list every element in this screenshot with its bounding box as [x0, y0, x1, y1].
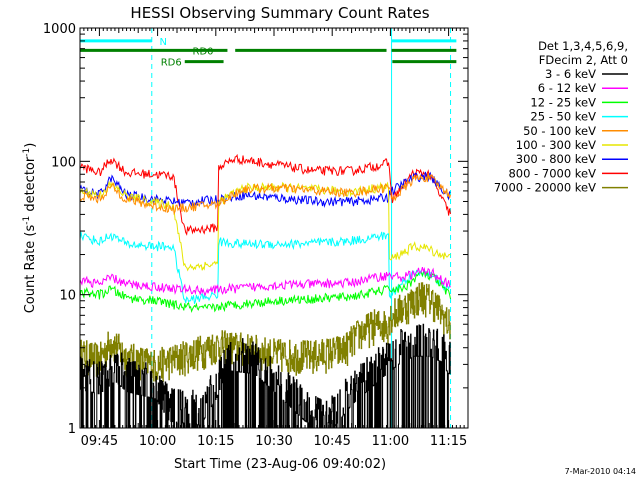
legend-label-1: 3 - 6 keV	[545, 67, 596, 81]
legend-label-7: 300 - 800 keV	[516, 152, 596, 166]
y-tick-label-2: 10	[59, 289, 76, 304]
flag-label-rd6: RD6	[161, 58, 182, 69]
flag-label-n: N	[160, 37, 167, 48]
y-tick-label-3: 100	[51, 155, 76, 170]
legend-label-6: 100 - 300 keV	[516, 138, 596, 152]
y-axis-title-sup1: -1	[22, 216, 32, 225]
x-tick-label-7: 11:15	[430, 434, 467, 449]
axes-ticks: 09:45 10:00 10:15 10:30 10:45 11:00 11:15 1 10 10…	[43, 22, 469, 449]
y-axis-title: Count Rate (s-1 detector-1)	[22, 143, 38, 314]
legend-label-3: 12 - 25 keV	[530, 95, 596, 109]
series-line-8	[79, 153, 451, 236]
series-line-5	[79, 172, 451, 216]
x-tick-label-5: 10:45	[313, 434, 350, 449]
legend-label-9: 7000 - 20000 keV	[494, 181, 596, 195]
legend-label-8: 800 - 7000 keV	[508, 166, 596, 180]
y-axis-title-end: )	[23, 143, 38, 148]
flag-label-rd0: RD0	[193, 46, 214, 57]
series-line-3	[79, 268, 451, 313]
legend-header-line-1: Det 1,3,4,5,6,9,	[538, 39, 628, 53]
x-tick-label-6: 11:00	[372, 434, 409, 449]
legend-label-4: 25 - 50 keV	[530, 110, 596, 124]
y-axis-title-mid: detector	[23, 156, 38, 216]
x-tick-label-4: 10:30	[255, 434, 292, 449]
x-tick-label-3: 10:15	[197, 434, 234, 449]
y-axis-title-main: Count Rate (s	[23, 225, 38, 314]
y-tick-label-1: 1	[68, 422, 76, 437]
legend-header-line-2: FDecim 2, Att 0	[539, 53, 628, 67]
legend-label-5: 50 - 100 keV	[523, 124, 596, 138]
plot-area: N RD0 RD6	[79, 28, 457, 429]
legend: Det 1,3,4,5,6,9, FDecim 2, Att 0 3 - 6 k…	[494, 39, 628, 195]
y-axis-title-sup2: -1	[22, 148, 32, 157]
timestamp: 7-Mar-2010 04:14	[565, 467, 636, 476]
legend-label-2: 6 - 12 keV	[538, 81, 596, 95]
y-tick-label-4: 1000	[43, 22, 76, 37]
series-line-2	[79, 266, 451, 297]
series-line-4	[79, 231, 451, 304]
chart-title: HESSI Observing Summary Count Rates	[130, 4, 429, 22]
x-axis-title: Start Time (23-Aug-06 09:40:02)	[174, 457, 386, 472]
x-tick-label-2: 10:00	[139, 434, 176, 449]
x-tick-label-1: 09:45	[81, 434, 118, 449]
